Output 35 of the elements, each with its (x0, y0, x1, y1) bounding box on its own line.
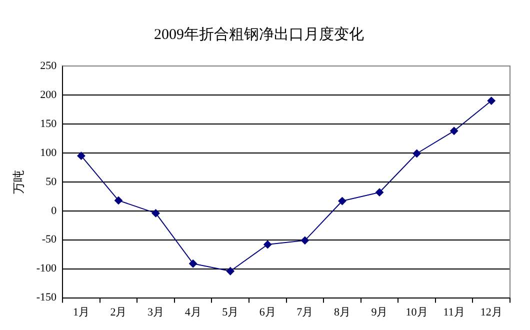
y-tick-label: 100 (40, 146, 58, 159)
point (189, 260, 198, 268)
x-tick-label: 1月 (72, 306, 90, 318)
y-axis-title: 万吨 (11, 170, 26, 194)
point (450, 126, 458, 135)
y-tick-label: -50 (42, 234, 58, 246)
x-tick-label: 10月 (406, 306, 428, 318)
point (487, 96, 496, 105)
point (77, 152, 86, 160)
point (338, 197, 346, 206)
point (376, 188, 384, 196)
x-tick-label: 3月 (148, 306, 164, 318)
point (264, 240, 272, 248)
x-tick-label: 9月 (371, 306, 388, 318)
chart-title: 2009年折合粗钢净出口月度变化 (154, 26, 364, 43)
point (114, 196, 122, 204)
point (226, 267, 234, 276)
y-tick-label: -150 (36, 292, 58, 304)
point (412, 150, 421, 158)
x-tick-label: 2月 (110, 306, 127, 318)
y-tick-label: -100 (36, 262, 58, 275)
y-tick-label: 50 (46, 176, 58, 188)
x-tick-label: 7月 (296, 306, 314, 318)
y-tick-label: 0 (51, 204, 58, 217)
point (300, 236, 309, 244)
y-tick-label: 150 (40, 118, 58, 130)
x-tick-label: 12月 (480, 306, 502, 318)
x-tick-label: 6月 (259, 306, 276, 318)
point (152, 209, 160, 218)
x-tick-label: 4月 (184, 306, 202, 318)
x-tick-label: 5月 (222, 306, 239, 318)
x-tick-label: 8月 (334, 306, 350, 318)
y-tick-label: 200 (40, 88, 58, 101)
y-tick-label: 250 (40, 60, 58, 72)
x-tick-label: 11月 (443, 306, 465, 318)
